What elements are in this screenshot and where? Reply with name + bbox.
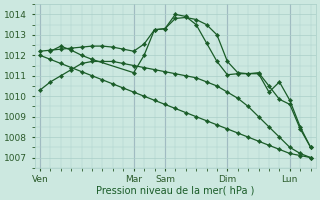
X-axis label: Pression niveau de la mer( hPa ): Pression niveau de la mer( hPa ): [96, 186, 254, 196]
